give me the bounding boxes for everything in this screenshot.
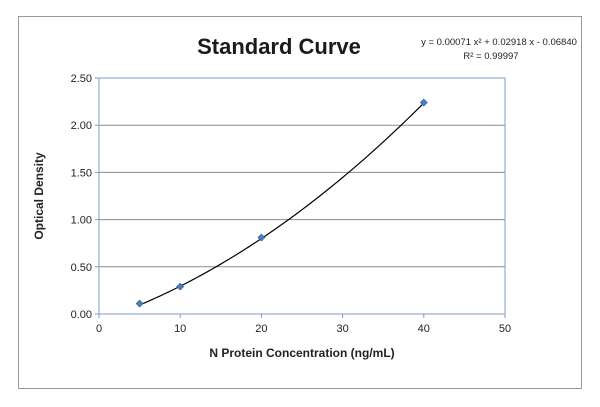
gridlines xyxy=(99,124,505,268)
x-tick-label: 0 xyxy=(96,323,102,335)
x-axis: 0 10 20 30 40 50 xyxy=(96,314,511,335)
trendline-layer xyxy=(139,102,425,306)
y-tick-label: 1.00 xyxy=(71,215,92,227)
trendline-curve xyxy=(139,102,425,306)
r-squared-label: R² = 0.99997 xyxy=(463,51,518,62)
data-point xyxy=(257,233,266,242)
data-points xyxy=(135,98,428,308)
x-tick-label: 20 xyxy=(255,323,267,335)
y-tick-label: 1.50 xyxy=(71,167,92,179)
x-tick-label: 30 xyxy=(336,323,348,335)
x-tick-label: 50 xyxy=(499,323,511,335)
y-tick-label: 2.00 xyxy=(71,120,92,132)
trendline-equation: y = 0.00071 x² + 0.02918 x - 0.06840 xyxy=(421,37,577,48)
chart-frame: Standard Curve y = 0.00071 x² + 0.02918 … xyxy=(18,16,582,389)
y-tick-label: 0.50 xyxy=(71,262,92,274)
data-point xyxy=(176,282,185,291)
y-axis-label: Optical Density xyxy=(32,152,46,240)
y-axis: 0.00 0.50 1.00 1.50 2.00 2.50 xyxy=(71,73,99,321)
chart-title: Standard Curve xyxy=(197,34,361,59)
standard-curve-chart: Standard Curve y = 0.00071 x² + 0.02918 … xyxy=(32,34,577,360)
y-tick-label: 0.00 xyxy=(71,309,92,321)
x-axis-label: N Protein Concentration (ng/mL) xyxy=(209,346,394,360)
data-point xyxy=(419,98,428,107)
data-point xyxy=(135,299,144,308)
x-tick-label: 40 xyxy=(418,323,430,335)
plot-area xyxy=(98,77,506,315)
y-tick-label: 2.50 xyxy=(71,73,92,85)
x-tick-label: 10 xyxy=(174,323,186,335)
